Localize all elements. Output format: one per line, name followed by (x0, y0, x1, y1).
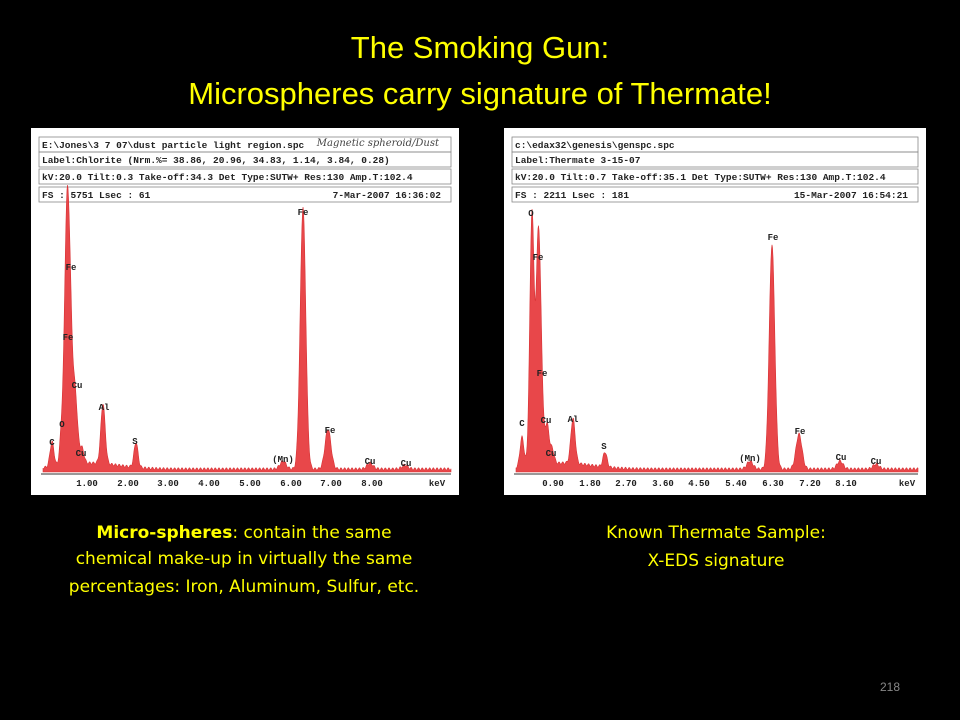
spectrum (515, 209, 919, 473)
axis-label: 8.00 (361, 479, 383, 489)
peak-label: Cu (401, 459, 412, 469)
peak-label: Al (99, 403, 110, 413)
peak-label: Fe (63, 333, 74, 343)
peak-label: Al (568, 415, 579, 425)
peak-label: Cu (871, 457, 882, 467)
axis-label: 7.00 (320, 479, 342, 489)
header-row (38, 168, 452, 185)
axis-label: 0.90 (542, 479, 564, 489)
handwritten-note: Magnetic spheroid/Dust (316, 138, 440, 149)
spectra: E:\Jones\3 7 07\dust particle light regi… (31, 128, 926, 495)
caption-text: : contain the same (232, 523, 391, 543)
header-text: kV:20.0 Tilt:0.7 Take-off:35.1 Det Type:… (515, 172, 886, 183)
peak-label: (Mn) (272, 455, 294, 465)
caption-left: chemical make-up in virtually the same (76, 549, 413, 569)
axis-label: 4.50 (688, 479, 710, 489)
caption-right: X-EDS signature (647, 551, 784, 571)
caption-left: Micro-spheres: contain the same (96, 523, 391, 543)
peak-label: O (59, 420, 65, 430)
axis-label: 6.30 (762, 479, 784, 489)
axis-label: 1.80 (579, 479, 601, 489)
axis-unit: keV (899, 479, 916, 489)
header-text: c:\edax32\genesis\genspc.spc (515, 140, 675, 151)
header-date: 7-Mar-2007 16:36:02 (333, 190, 442, 201)
peak-label: Fe (768, 233, 779, 243)
peak-label: O (528, 209, 534, 219)
axis-label: 4.00 (198, 479, 220, 489)
spectrum-frame (504, 128, 926, 495)
caption-bold: Micro-spheres (96, 523, 232, 543)
header-text: Label:Thermate 3-15-07 (515, 155, 641, 166)
header-text: E:\Jones\3 7 07\dust particle light regi… (42, 140, 305, 151)
peak-label: Fe (533, 253, 544, 263)
peak-label: Fe (795, 427, 806, 437)
title-line: The Smoking Gun: (351, 30, 609, 65)
axis-label: 7.20 (799, 479, 821, 489)
header-row (511, 151, 919, 168)
axis-unit: keV (429, 479, 446, 489)
peak-label: Fe (298, 208, 309, 218)
spectrum-frame (31, 128, 459, 495)
peak-label: Cu (72, 381, 83, 391)
header-row (511, 186, 919, 203)
header-text: FS : 2211 Lsec : 181 (515, 190, 629, 201)
peak-label: C (49, 438, 55, 448)
axis-label: 5.00 (239, 479, 261, 489)
axis-label: 2.00 (117, 479, 139, 489)
peak-label: S (132, 437, 138, 447)
page-number: 218 (880, 680, 900, 694)
header-row (38, 186, 452, 203)
peak-label: C (519, 419, 525, 429)
peak-label: Cu (541, 416, 552, 426)
axis-label: 6.00 (280, 479, 302, 489)
header-row (38, 151, 452, 168)
peak-label: (Mn) (739, 454, 761, 464)
peak-label: Fe (537, 369, 548, 379)
axis-label: 3.00 (157, 479, 179, 489)
axis-label: 2.70 (615, 479, 637, 489)
caption-right: Known Thermate Sample: (606, 523, 826, 543)
peak-label: Cu (836, 453, 847, 463)
axis-label: 3.60 (652, 479, 674, 489)
header-text: FS : 5751 Lsec : 61 (42, 190, 151, 201)
peak-label: Cu (76, 449, 87, 459)
spectrum (42, 184, 452, 473)
header-row (511, 168, 919, 185)
peak-label: S (601, 442, 607, 452)
header-text: kV:20.0 Tilt:0.3 Take-off:34.3 Det Type:… (42, 172, 413, 183)
axis-label: 8.10 (835, 479, 857, 489)
peak-label: Fe (325, 426, 336, 436)
axis-label: 1.00 (76, 479, 98, 489)
header-date: 15-Mar-2007 16:54:21 (794, 190, 908, 201)
peak-label: Fe (66, 263, 77, 273)
caption-left: percentages: Iron, Aluminum, Sulfur, etc… (69, 577, 419, 597)
header-text: Label:Chlorite (Nrm.%= 38.86, 20.96, 34.… (42, 155, 390, 166)
title-line: Microspheres carry signature of Thermate… (188, 76, 772, 111)
peak-label: Cu (365, 457, 376, 467)
axis-label: 5.40 (725, 479, 747, 489)
peak-label: Cu (546, 449, 557, 459)
